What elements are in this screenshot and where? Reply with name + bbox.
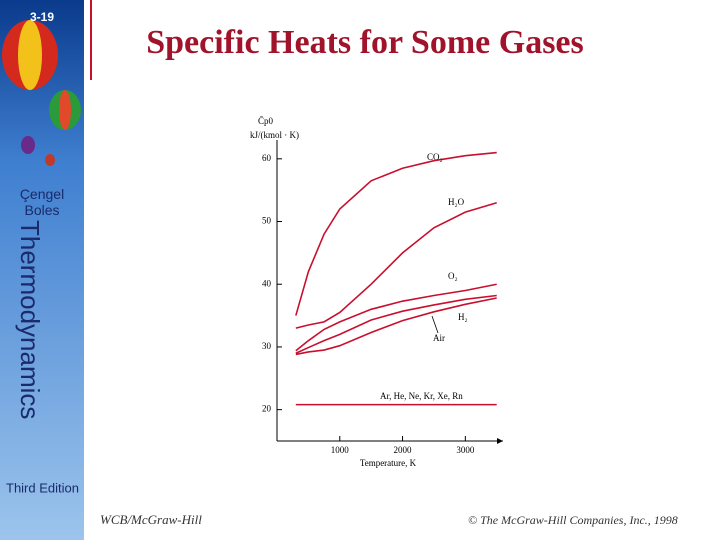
series-line [295, 201, 497, 329]
y-tick-label: 30 [262, 341, 272, 351]
chart-title: Specific Heats for Some Gases [146, 24, 584, 61]
air-pointer [431, 315, 439, 334]
y-axis-label: C̄p0 [258, 116, 274, 126]
y-axis-unit: kJ/(kmol · K) [250, 130, 299, 140]
series-line [295, 294, 497, 354]
x-tick-label: 1000 [331, 445, 350, 455]
x-tick-label: 2000 [394, 445, 413, 455]
y-tick-label: 60 [262, 153, 272, 163]
series-line [295, 297, 497, 356]
series-line [295, 151, 497, 316]
y-tick-label: 50 [262, 216, 272, 226]
y-tick-label: 40 [262, 278, 272, 288]
series-label: Ar, He, Ne, Kr, Xe, Rn [380, 391, 463, 401]
series-label: H₂O [448, 197, 465, 207]
series-label: H₂ [458, 312, 468, 322]
book-title: Thermodynamics [15, 220, 45, 419]
authors: Çengel Boles [20, 186, 64, 218]
side-strip [0, 0, 84, 540]
copyright: © The McGraw-Hill Companies, Inc., 1998 [468, 513, 678, 527]
series-label: Air [433, 333, 445, 343]
publisher: WCB/McGraw-Hill [100, 512, 202, 527]
slide-number: 3-19 [30, 10, 54, 24]
series-label: CO₂ [427, 152, 443, 162]
y-tick-label: 20 [262, 404, 272, 414]
balloons [2, 20, 81, 166]
edition: Third Edition [6, 480, 79, 495]
x-axis-label: Temperature, K [360, 458, 417, 468]
series-line [295, 283, 497, 352]
series-label: O₂ [448, 271, 458, 281]
x-tick-label: 3000 [456, 445, 475, 455]
x-axis-arrow [497, 438, 503, 444]
